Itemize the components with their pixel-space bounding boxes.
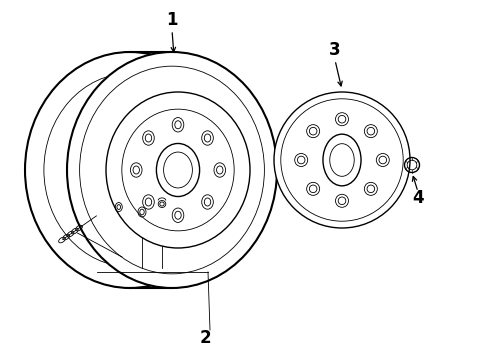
Ellipse shape <box>274 92 410 228</box>
Ellipse shape <box>106 92 250 248</box>
Text: 4: 4 <box>412 189 424 207</box>
Ellipse shape <box>67 52 277 288</box>
Text: 3: 3 <box>329 41 341 59</box>
Text: 1: 1 <box>166 11 178 29</box>
Text: 2: 2 <box>199 329 211 347</box>
